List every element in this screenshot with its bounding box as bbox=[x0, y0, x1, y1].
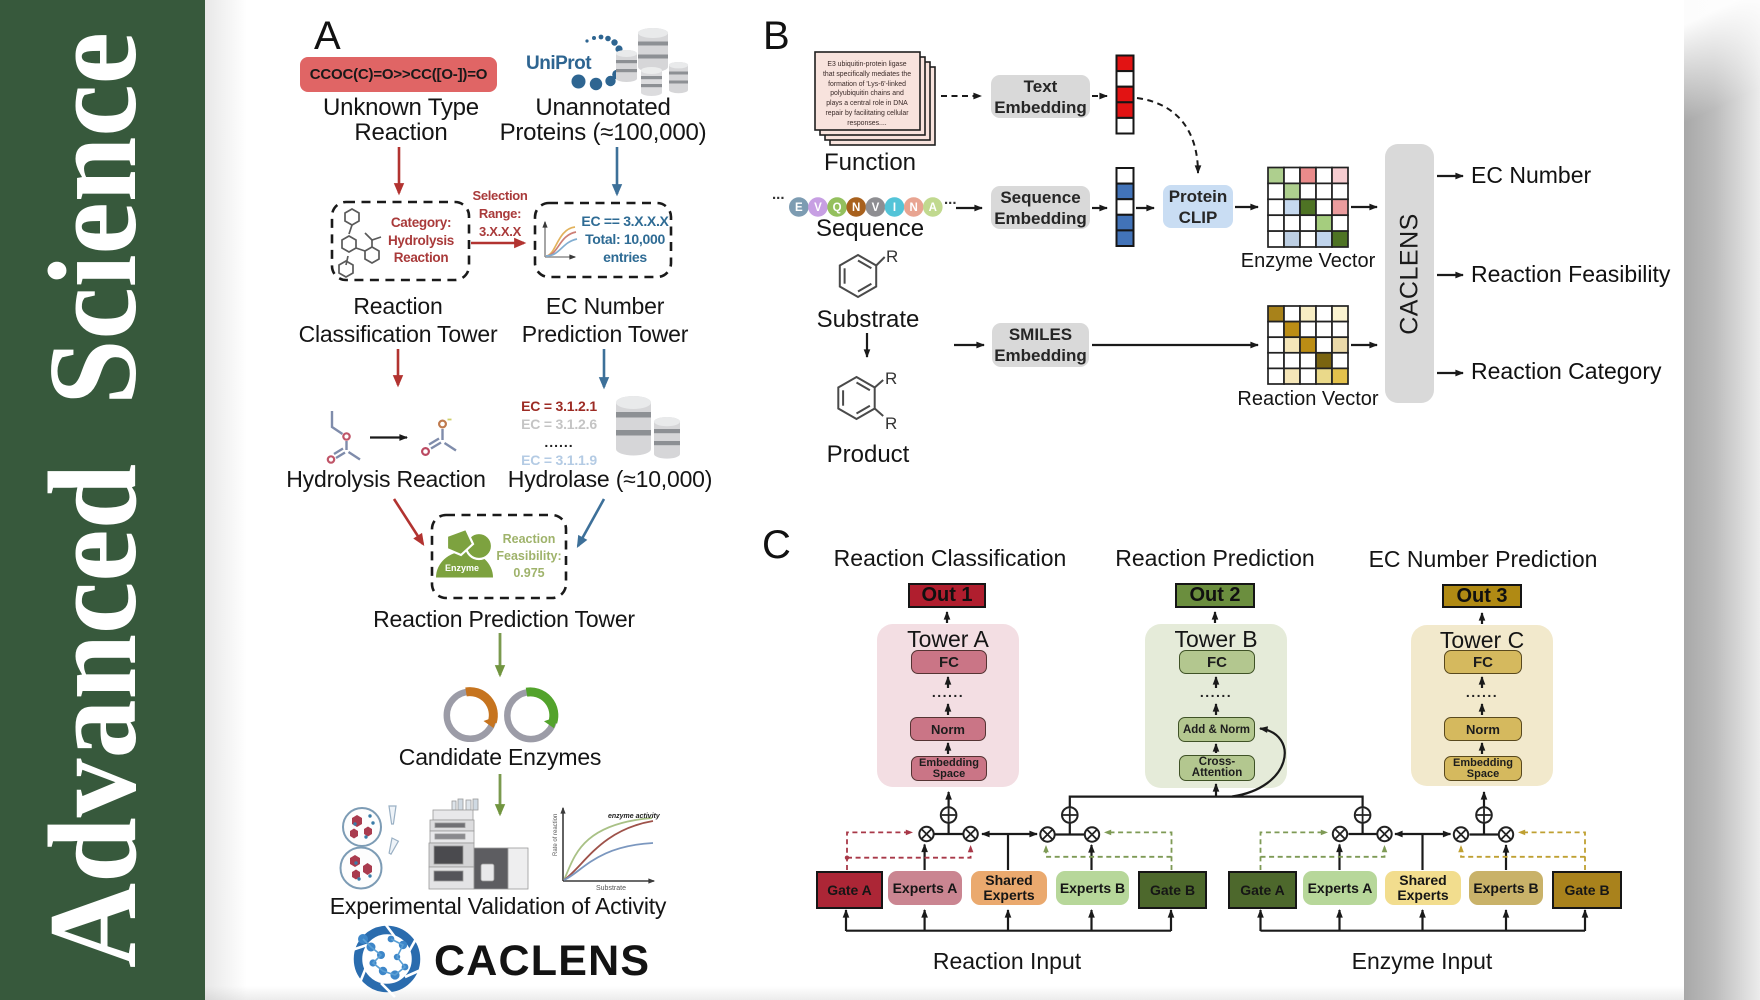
svg-text:N: N bbox=[852, 202, 860, 214]
svg-text:E: E bbox=[795, 202, 803, 214]
svg-text:V: V bbox=[814, 202, 822, 214]
svg-text:R: R bbox=[886, 247, 898, 266]
svg-text:Q: Q bbox=[833, 202, 842, 214]
svg-text:I: I bbox=[893, 202, 896, 214]
svg-text:R: R bbox=[885, 414, 897, 433]
svg-text:N: N bbox=[910, 202, 918, 214]
svg-text:R: R bbox=[885, 369, 897, 388]
svg-text:A: A bbox=[929, 202, 937, 214]
svg-text:V: V bbox=[872, 202, 880, 214]
